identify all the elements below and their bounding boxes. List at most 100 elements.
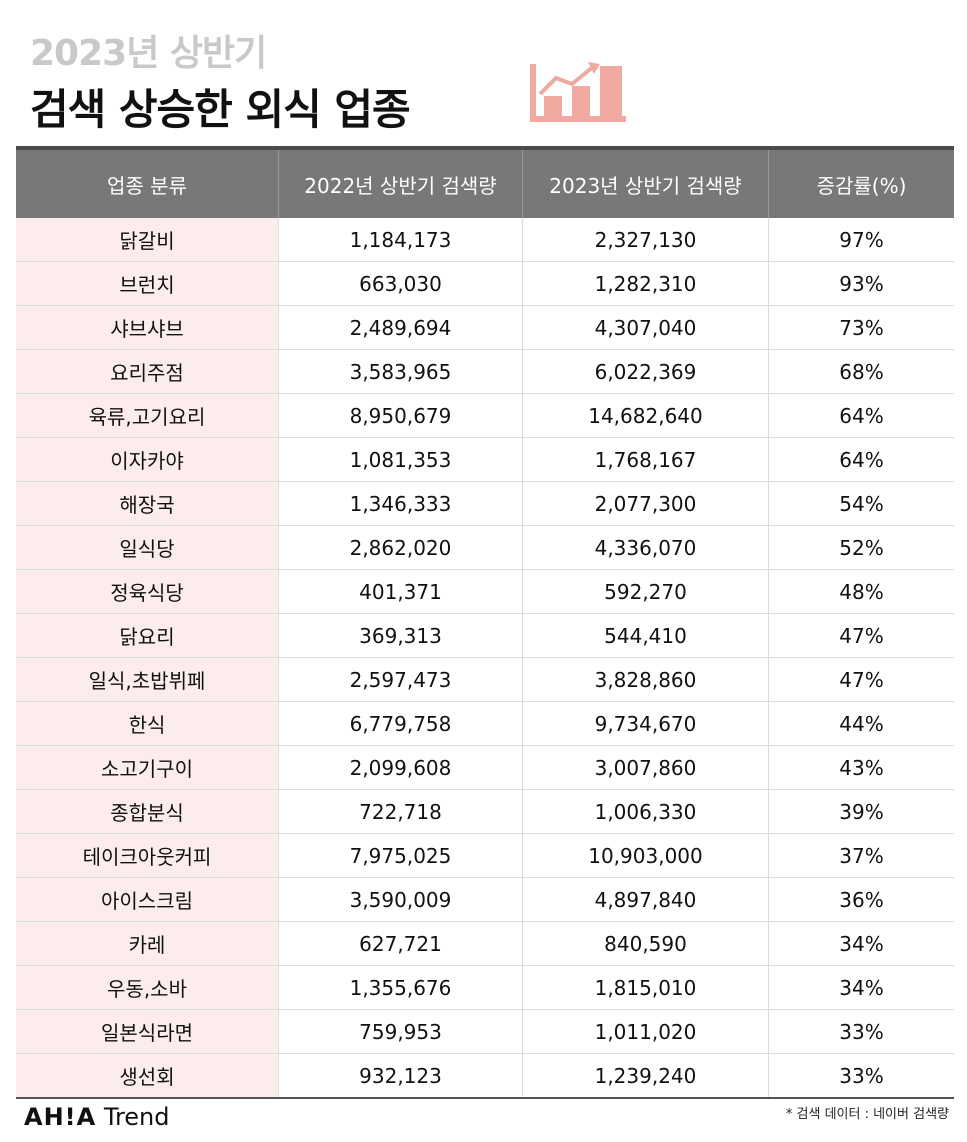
cell-2023-volume: 1,011,020 xyxy=(522,1009,769,1054)
table-row: 일식당 2,862,020 4,336,070 52% xyxy=(16,525,954,570)
cell-2023-volume: 10,903,000 xyxy=(522,833,769,878)
cell-category: 카레 xyxy=(16,921,279,966)
cell-2022-volume: 627,721 xyxy=(278,921,523,966)
page-subtitle: 2023년 상반기 xyxy=(30,33,267,74)
table-row: 아이스크림 3,590,009 4,897,840 36% xyxy=(16,877,954,922)
cell-2022-volume: 369,313 xyxy=(278,613,523,658)
cell-2023-volume: 14,682,640 xyxy=(522,393,769,438)
cell-change-rate: 68% xyxy=(768,349,954,394)
brand-logo: AH!A Trend xyxy=(24,1103,170,1131)
cell-2023-volume: 1,768,167 xyxy=(522,437,769,482)
cell-change-rate: 97% xyxy=(768,218,954,262)
header-category: 업종 분류 xyxy=(16,146,279,218)
cell-change-rate: 64% xyxy=(768,393,954,438)
cell-change-rate: 54% xyxy=(768,481,954,526)
cell-category: 소고기구이 xyxy=(16,745,279,790)
cell-2023-volume: 2,077,300 xyxy=(522,481,769,526)
table-row: 이자카야 1,081,353 1,768,167 64% xyxy=(16,437,954,482)
cell-category: 정육식당 xyxy=(16,569,279,614)
cell-2023-volume: 2,327,130 xyxy=(522,218,769,262)
cell-2022-volume: 722,718 xyxy=(278,789,523,834)
table-row: 일식,초밥뷔페 2,597,473 3,828,860 47% xyxy=(16,657,954,702)
table-row: 종합분식 722,718 1,006,330 39% xyxy=(16,789,954,834)
cell-2022-volume: 401,371 xyxy=(278,569,523,614)
cell-2022-volume: 2,862,020 xyxy=(278,525,523,570)
cell-change-rate: 33% xyxy=(768,1053,954,1099)
table-row: 한식 6,779,758 9,734,670 44% xyxy=(16,701,954,746)
header-change-rate: 증감률(%) xyxy=(768,146,954,218)
cell-change-rate: 44% xyxy=(768,701,954,746)
cell-category: 요리주점 xyxy=(16,349,279,394)
table-row: 브런치 663,030 1,282,310 93% xyxy=(16,261,954,306)
cell-2023-volume: 592,270 xyxy=(522,569,769,614)
cell-change-rate: 34% xyxy=(768,921,954,966)
cell-2022-volume: 2,489,694 xyxy=(278,305,523,350)
cell-change-rate: 43% xyxy=(768,745,954,790)
cell-2023-volume: 4,336,070 xyxy=(522,525,769,570)
cell-2022-volume: 8,950,679 xyxy=(278,393,523,438)
cell-2023-volume: 1,815,010 xyxy=(522,965,769,1010)
cell-2022-volume: 2,597,473 xyxy=(278,657,523,702)
cell-category: 육류,고기요리 xyxy=(16,393,279,438)
cell-category: 브런치 xyxy=(16,261,279,306)
table-row: 닭요리 369,313 544,410 47% xyxy=(16,613,954,658)
cell-change-rate: 36% xyxy=(768,877,954,922)
cell-category: 샤브샤브 xyxy=(16,305,279,350)
cell-2023-volume: 4,897,840 xyxy=(522,877,769,922)
bar-chart-rising-icon xyxy=(530,62,626,122)
brand-name: Trend xyxy=(96,1103,170,1131)
table-header-row: 업종 분류 2022년 상반기 검색량 2023년 상반기 검색량 증감률(%) xyxy=(16,146,954,218)
cell-2023-volume: 6,022,369 xyxy=(522,349,769,394)
cell-2023-volume: 4,307,040 xyxy=(522,305,769,350)
source-footnote: * 검색 데이터 : 네이버 검색량 xyxy=(785,1107,949,1122)
cell-change-rate: 73% xyxy=(768,305,954,350)
cell-category: 일식,초밥뷔페 xyxy=(16,657,279,702)
cell-change-rate: 52% xyxy=(768,525,954,570)
brand-mark: AH!A xyxy=(24,1103,97,1131)
table-row: 닭갈비 1,184,173 2,327,130 97% xyxy=(16,218,954,262)
cell-change-rate: 47% xyxy=(768,657,954,702)
cell-2022-volume: 663,030 xyxy=(278,261,523,306)
cell-change-rate: 47% xyxy=(768,613,954,658)
table-row: 소고기구이 2,099,608 3,007,860 43% xyxy=(16,745,954,790)
cell-category: 생선회 xyxy=(16,1053,279,1099)
cell-change-rate: 39% xyxy=(768,789,954,834)
cell-2022-volume: 932,123 xyxy=(278,1053,523,1099)
table-row: 카레 627,721 840,590 34% xyxy=(16,921,954,966)
table-row: 정육식당 401,371 592,270 48% xyxy=(16,569,954,614)
table-row: 생선회 932,123 1,239,240 33% xyxy=(16,1053,954,1099)
cell-change-rate: 48% xyxy=(768,569,954,614)
table-row: 요리주점 3,583,965 6,022,369 68% xyxy=(16,349,954,394)
cell-category: 우동,소바 xyxy=(16,965,279,1010)
cell-category: 아이스크림 xyxy=(16,877,279,922)
cell-change-rate: 37% xyxy=(768,833,954,878)
table-row: 샤브샤브 2,489,694 4,307,040 73% xyxy=(16,305,954,350)
page-title: 검색 상승한 외식 업종 xyxy=(30,85,411,134)
cell-2022-volume: 1,355,676 xyxy=(278,965,523,1010)
table-body: 닭갈비 1,184,173 2,327,130 97% 브런치 663,030 1,282,… xyxy=(16,218,954,1099)
cell-2022-volume: 1,081,353 xyxy=(278,437,523,482)
cell-category: 이자카야 xyxy=(16,437,279,482)
cell-2022-volume: 759,953 xyxy=(278,1009,523,1054)
cell-category: 일식당 xyxy=(16,525,279,570)
cell-category: 한식 xyxy=(16,701,279,746)
cell-2023-volume: 3,828,860 xyxy=(522,657,769,702)
table-row: 우동,소바 1,355,676 1,815,010 34% xyxy=(16,965,954,1010)
cell-2023-volume: 544,410 xyxy=(522,613,769,658)
search-volume-table: 업종 분류 2022년 상반기 검색량 2023년 상반기 검색량 증감률(%)… xyxy=(16,146,954,1099)
table-row: 해장국 1,346,333 2,077,300 54% xyxy=(16,481,954,526)
cell-category: 테이크아웃커피 xyxy=(16,833,279,878)
header-2023-volume: 2023년 상반기 검색량 xyxy=(522,146,769,218)
cell-category: 일본식라면 xyxy=(16,1009,279,1054)
cell-2023-volume: 9,734,670 xyxy=(522,701,769,746)
cell-2022-volume: 1,346,333 xyxy=(278,481,523,526)
cell-2023-volume: 840,590 xyxy=(522,921,769,966)
header-2022-volume: 2022년 상반기 검색량 xyxy=(278,146,523,218)
cell-category: 닭갈비 xyxy=(16,218,279,262)
table-row: 육류,고기요리 8,950,679 14,682,640 64% xyxy=(16,393,954,438)
cell-change-rate: 93% xyxy=(768,261,954,306)
cell-2022-volume: 2,099,608 xyxy=(278,745,523,790)
cell-category: 해장국 xyxy=(16,481,279,526)
cell-change-rate: 33% xyxy=(768,1009,954,1054)
cell-2023-volume: 1,006,330 xyxy=(522,789,769,834)
